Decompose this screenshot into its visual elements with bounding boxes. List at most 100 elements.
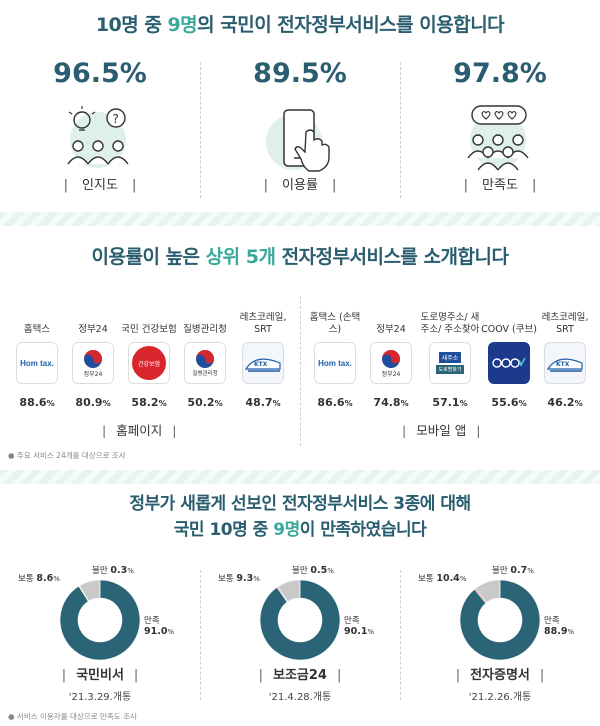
headline-text: 전자정부서비스를 소개합니다 [275, 246, 509, 268]
hometax-logo-icon: Hom tax. [16, 342, 58, 384]
donut-label-category: 만족 [544, 616, 560, 626]
value-unit: % [459, 399, 468, 408]
ktx-logo-icon: KTX [544, 342, 586, 384]
value-number: 57.1 [432, 396, 460, 409]
service-title: | 전자증명서 | [455, 668, 545, 683]
service-coov-app: COOV (쿠브) 55.6% [480, 300, 538, 409]
value-number: 50.2 [187, 396, 215, 409]
donut-label-unit: % [367, 628, 375, 636]
donut-label-category: 불만 [492, 566, 511, 576]
donut-label-normal: 보통 10.4% [418, 572, 466, 584]
top-services-section: 이용률이 높은 상위 5개 전자정부서비스를 소개합니다 홈택스 Hom tax… [0, 226, 600, 470]
service-value: 46.2% [536, 396, 594, 409]
logo-text: 도로명찾기 [436, 365, 464, 374]
divider [400, 62, 401, 198]
service-name: 레츠코레일, SRT [541, 312, 589, 335]
people-question-icon: ? [67, 106, 129, 168]
stat-label: | 이용률 | [263, 178, 337, 193]
donut-label-normal: 보통 9.3% [218, 572, 260, 584]
svg-text:?: ? [113, 112, 119, 126]
donut-label-value: 10.4 [436, 573, 460, 584]
service-title: | 국민비서 | [61, 668, 139, 683]
headline-highlight: 9명 [273, 520, 300, 540]
service-name: 도로명주소/ 새주소/ 주소찾아 [420, 312, 480, 335]
logo-text: KTX [254, 361, 268, 368]
donut-label-value: 8.6 [36, 573, 54, 584]
donut-slice-normal [78, 579, 101, 602]
donut-svg [59, 579, 141, 661]
taegeuk-icon [382, 349, 400, 368]
headline-text: 이 만족하였습니다 [299, 520, 427, 540]
value-unit: % [46, 399, 55, 408]
donut-slice-satisfied [459, 579, 541, 661]
donut-label-value: 0.7 [510, 565, 528, 576]
divider [300, 296, 301, 446]
donut-label-category: 불만 [292, 566, 311, 576]
donut-svg [459, 579, 541, 661]
divider [200, 62, 201, 198]
donut-label-value: 0.3 [110, 565, 128, 576]
service-gov24-web: 정부24 정부24 80.9% [64, 300, 122, 409]
logo-text: 정부24 [381, 370, 401, 378]
headline-text: 이용률이 높은 [91, 246, 206, 268]
service-gov24-app: 정부24 정부24 74.8% [362, 300, 420, 409]
service-title-text: 국민비서 [76, 668, 124, 683]
coov-wordmark-icon [492, 357, 526, 368]
taegeuk-icon [84, 349, 102, 368]
logo-text: 새주소 [438, 352, 462, 363]
service-name: 국민 건강보험 [121, 324, 177, 335]
stat-satisfaction: 97.8% | 만족도 | [400, 58, 600, 193]
value-unit: % [518, 399, 527, 408]
footnote: ● 주요 서비스 24개를 대상으로 조사 [8, 451, 126, 460]
donut-label-unit: % [527, 567, 534, 575]
headline-text: 10명 중 [95, 14, 168, 36]
service-value: 88.6% [8, 396, 66, 409]
service-name: 홈택스 (손택스) [309, 312, 361, 335]
donut-label-category: 만족 [144, 616, 160, 626]
section2-headline: 이용률이 높은 상위 5개 전자정부서비스를 소개합니다 [0, 242, 600, 269]
donut-label-unit: % [327, 567, 334, 575]
value-number: 48.7 [245, 396, 273, 409]
donut-slice-normal [277, 579, 301, 603]
stat-awareness: 96.5% ? | 인지도 | [0, 58, 200, 193]
headline-highlight: 상위 5개 [205, 246, 276, 268]
service-value: 74.8% [362, 396, 420, 409]
logo-text: Hom tax. [318, 358, 352, 368]
service-name: 정부24 [78, 324, 108, 335]
ktx-logo-icon: KTX [242, 342, 284, 384]
donut-label-unit: % [567, 628, 575, 636]
donut-label-satisfied: 만족 88.9% [544, 614, 574, 637]
service-title-text: 전자증명서 [470, 668, 530, 683]
section1-headline: 10명 중 9명의 국민이 전자정부서비스를 이용합니다 [0, 10, 600, 37]
value-unit: % [574, 399, 583, 408]
donut-label-satisfied: 만족 90.1% [344, 614, 374, 637]
group-label-text: 홈페이지 [116, 423, 163, 438]
donut-label-value: 88.9 [544, 626, 568, 637]
value-number: 88.6 [19, 396, 47, 409]
gov24-logo-icon: 정부24 [72, 342, 114, 384]
donut-label-category: 보통 [218, 574, 237, 584]
launch-date: '21.2.26.개통 [468, 692, 532, 703]
donut-label-satisfied: 만족 91.0% [144, 614, 174, 637]
footnote: ● 서비스 이용자를 대상으로 만족도 조사 [8, 712, 137, 721]
stat-value: 89.5% [253, 58, 347, 89]
service-name: 정부24 [376, 324, 406, 335]
divider [200, 570, 201, 700]
service-name: 질병관리청 [183, 324, 227, 335]
service-korail-web: 레츠코레일, SRT KTX 48.7% [234, 300, 292, 409]
smartphone-touch-icon [266, 109, 330, 172]
donut-label-value: 0.5 [310, 565, 328, 576]
headline-highlight: 9명 [167, 14, 198, 36]
donut-slice-normal [475, 579, 501, 603]
value-number: 80.9 [75, 396, 103, 409]
value-unit: % [400, 399, 409, 408]
donut-label-category: 만족 [344, 616, 360, 626]
train-icon: KTX [546, 358, 583, 372]
logo-text: Hom tax. [20, 358, 54, 368]
donut-label-value: 90.1 [344, 626, 368, 637]
value-number: 58.2 [131, 396, 159, 409]
headline-text: 국민 10명 중 [173, 520, 274, 540]
value-unit: % [158, 399, 167, 408]
stat-label: | 인지도 | [63, 178, 137, 193]
donut-chart-1: 보통 8.6% 불만 0.3% 만족 91.0% [0, 562, 200, 722]
